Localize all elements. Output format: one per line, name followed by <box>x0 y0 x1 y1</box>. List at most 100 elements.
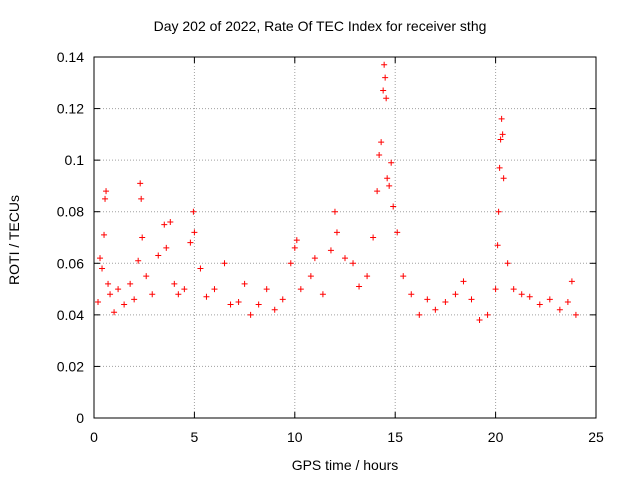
y-tick-label: 0.1 <box>65 152 85 168</box>
y-axis-label: ROTI / TECUs <box>6 195 22 285</box>
data-point <box>163 244 170 251</box>
data-point <box>364 273 371 280</box>
data-point <box>383 95 390 102</box>
data-point <box>155 252 162 259</box>
data-point <box>263 286 270 293</box>
data-point <box>190 208 197 215</box>
data-point <box>111 309 118 316</box>
grid-lines <box>94 57 596 418</box>
data-point <box>97 255 104 262</box>
data-points <box>95 61 579 324</box>
data-point <box>492 286 499 293</box>
data-point <box>376 151 383 158</box>
data-point <box>327 247 334 254</box>
data-point <box>279 296 286 303</box>
data-point <box>378 139 385 146</box>
data-point <box>115 286 122 293</box>
data-point <box>536 301 543 308</box>
data-point <box>400 273 407 280</box>
data-point <box>370 234 377 241</box>
y-tick-label: 0.08 <box>57 204 84 220</box>
data-point <box>171 280 178 287</box>
data-point <box>546 296 553 303</box>
data-point <box>374 188 381 195</box>
data-point <box>408 291 415 298</box>
y-tick-label: 0 <box>76 410 84 426</box>
y-tick-label: 0.02 <box>57 358 84 374</box>
data-point <box>127 280 134 287</box>
axis-ticks: 0 5 10 15 20 25 0 0.02 0.04 0.06 0.08 0.1 0.12 0.14 <box>57 49 604 445</box>
data-point <box>496 164 503 171</box>
data-point <box>468 296 475 303</box>
data-point <box>319 291 326 298</box>
data-point <box>135 257 142 264</box>
data-point <box>307 273 314 280</box>
data-point <box>227 301 234 308</box>
data-point <box>121 301 128 308</box>
data-point <box>293 237 300 244</box>
x-tick-label: 15 <box>387 429 403 445</box>
data-point <box>297 286 304 293</box>
data-point <box>442 298 449 305</box>
data-point <box>384 175 391 182</box>
data-point <box>394 229 401 236</box>
data-point <box>235 298 242 305</box>
x-tick-label: 20 <box>488 429 504 445</box>
x-tick-label: 25 <box>588 429 604 445</box>
data-point <box>221 260 228 267</box>
data-point <box>504 260 511 267</box>
data-point <box>101 231 108 238</box>
y-tick-label: 0.04 <box>57 307 84 323</box>
data-point <box>424 296 431 303</box>
y-tick-label: 0.14 <box>57 49 84 65</box>
data-point <box>416 311 423 318</box>
data-point <box>498 115 505 122</box>
data-point <box>107 291 114 298</box>
data-point <box>568 278 575 285</box>
data-point <box>484 311 491 318</box>
data-point <box>187 239 194 246</box>
chart-title: Day 202 of 2022, Rate Of TEC Index for r… <box>153 18 487 34</box>
data-point <box>102 195 109 202</box>
data-point <box>241 280 248 287</box>
data-point <box>564 298 571 305</box>
data-point <box>572 311 579 318</box>
data-point <box>161 221 168 228</box>
data-point <box>350 260 357 267</box>
data-point <box>95 298 102 305</box>
data-point <box>390 203 397 210</box>
data-point <box>342 255 348 262</box>
data-point <box>103 188 110 195</box>
data-point <box>191 229 198 236</box>
x-axis-label: GPS time / hours <box>291 457 399 473</box>
data-point <box>356 283 363 290</box>
data-point <box>137 180 144 187</box>
data-point <box>381 61 388 68</box>
data-point <box>211 286 218 293</box>
y-tick-label: 0.12 <box>57 101 84 117</box>
data-point <box>331 208 338 215</box>
data-point <box>181 286 188 293</box>
data-point <box>382 74 389 81</box>
data-point <box>518 291 525 298</box>
data-point <box>197 265 204 272</box>
data-point <box>499 131 506 138</box>
data-point <box>271 306 278 313</box>
data-point <box>203 293 210 300</box>
data-point <box>510 286 517 293</box>
data-point <box>556 306 563 313</box>
data-point <box>495 208 502 215</box>
data-point <box>255 301 262 308</box>
data-point <box>388 159 395 166</box>
x-tick-label: 5 <box>191 429 199 445</box>
data-point <box>500 175 507 182</box>
data-point <box>333 229 340 236</box>
data-point <box>149 291 156 298</box>
data-point <box>105 280 112 287</box>
data-point <box>291 244 298 251</box>
data-point <box>131 296 138 303</box>
data-point <box>497 136 504 143</box>
y-tick-label: 0.06 <box>57 255 84 271</box>
data-point <box>175 291 182 298</box>
